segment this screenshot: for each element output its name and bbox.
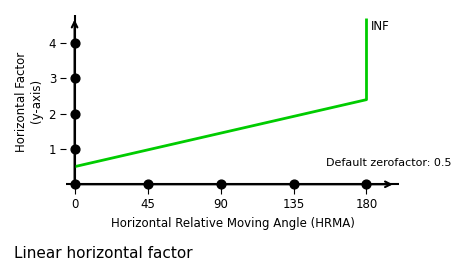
Point: [71, 182, 78, 187]
Point: [71, 41, 78, 45]
Point: [144, 182, 151, 187]
Point: [71, 147, 78, 151]
Point: [217, 182, 224, 187]
Point: [71, 76, 78, 81]
Text: Default zerofactor: 0.5: Default zerofactor: 0.5: [326, 158, 451, 168]
Point: [71, 112, 78, 116]
X-axis label: Horizontal Relative Moving Angle (HRMA): Horizontal Relative Moving Angle (HRMA): [111, 217, 355, 230]
Text: INF: INF: [372, 20, 390, 33]
Text: Linear horizontal factor: Linear horizontal factor: [14, 246, 192, 261]
Point: [363, 182, 370, 187]
Y-axis label: Horizontal Factor
(y-axis): Horizontal Factor (y-axis): [15, 51, 43, 152]
Point: [290, 182, 297, 187]
